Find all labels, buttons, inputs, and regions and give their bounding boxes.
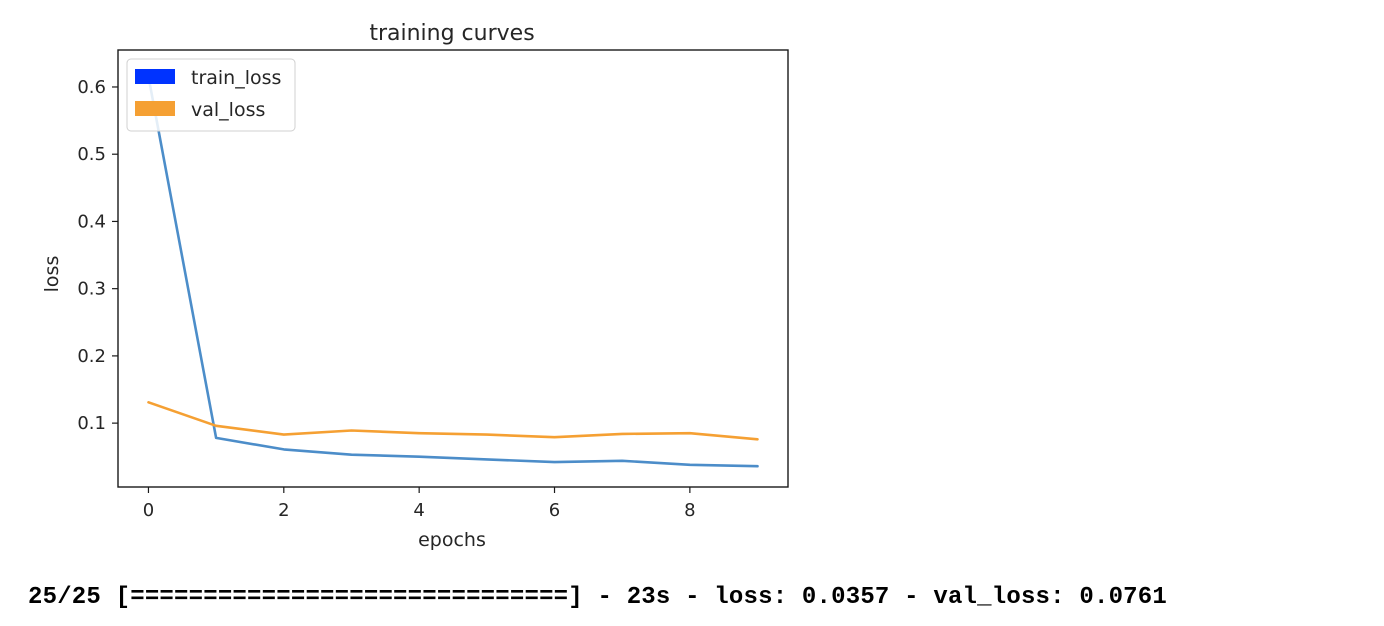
legend-swatch-val_loss: [135, 101, 175, 116]
y-tick-label: 0.6: [77, 77, 106, 98]
training-progress-log: 25/25 [==============================] -…: [28, 584, 1167, 611]
x-axis-label: epochs: [418, 529, 486, 551]
y-axis-label: loss: [41, 256, 63, 293]
x-tick-label: 4: [413, 500, 424, 521]
x-tick-label: 0: [143, 500, 154, 521]
y-tick-label: 0.5: [77, 144, 106, 165]
y-tick-label: 0.3: [77, 279, 106, 300]
x-tick-label: 8: [684, 500, 695, 521]
chart-title: training curves: [369, 21, 534, 46]
series-line-val_loss: [147, 400, 759, 441]
x-tick-label: 2: [278, 500, 289, 521]
series-line-train_loss: [147, 75, 759, 468]
plot-area: 0 2 4 6 8 0.1 0.2 0.3 0.4 0.5 0.6 train_loss val_los…: [77, 49, 789, 521]
plot-frame: [117, 49, 789, 488]
legend-label-val_loss: val_loss: [191, 99, 265, 121]
training-curves-chart: training curves epochs loss 0 2 4 6 80.10.20…: [41, 21, 789, 551]
x-tick-label: 6: [549, 500, 560, 521]
legend-label-train_loss: train_loss: [191, 67, 281, 89]
y-tick-label: 0.1: [77, 413, 106, 434]
y-tick-label: 0.4: [77, 211, 106, 232]
legend-swatch-train_loss: [135, 69, 175, 84]
y-tick-label: 0.2: [77, 346, 106, 367]
